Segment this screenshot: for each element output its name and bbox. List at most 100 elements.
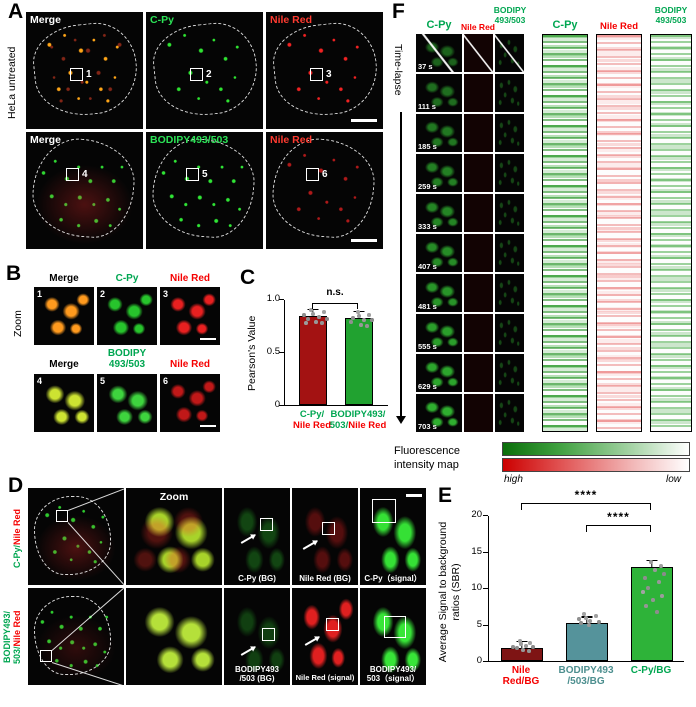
f-nile-frame [464,74,493,112]
scatter-points [357,314,361,318]
f-map-header-bodipy-line1: BODIPY [654,5,688,15]
bar-nilered-bg [501,647,543,661]
micrograph-a5-bodipy: BODIPY493/503 5 [146,132,263,249]
scatter-points [519,642,523,646]
e-xlabel1-line2: Red/BG [502,676,540,688]
f-bodipy-frame [495,154,524,192]
e-xlabel1-line1: Nile [511,665,531,676]
f-col-header-bodipy-line2: 493/503 [494,14,526,25]
e-xlabel-bodipy: BODIPY493/503/BG [554,665,618,687]
c-xlabel2-red: Nile Red [348,419,387,431]
cells-layer [416,154,462,192]
f-cpy-frame: 481 s [416,274,462,312]
cells-layer [416,314,462,352]
roi-box [56,510,68,522]
panel-d-row2-label: BODIPY493/ 503/Nile Red [2,592,22,682]
noise-layer [464,314,493,352]
e-tickmark [483,515,488,517]
cells-layer [416,194,462,232]
intensity-map-bodipy [650,34,692,432]
noise-layer [495,234,524,272]
panel-d-tag: D [8,474,24,497]
bar-bodipy-bg [566,623,608,661]
fold-mark [495,34,524,72]
time-label: 481 s [418,302,437,311]
micrograph-a3-nilered: Nile Red 3 [266,12,383,129]
f-nile-frame [464,114,493,152]
channel-title: Merge [30,14,61,26]
roi-number: 3 [326,69,332,80]
e-ytick-10: 10 [471,582,482,593]
blobs-layer [34,374,94,432]
f-bodipy-frame [495,394,524,432]
f-nile-frame [464,394,493,432]
f-nile-frame [464,194,493,232]
noise-layer [495,394,524,432]
c-xlabel2-green1: BODIPY493/ [330,409,386,420]
panel-e-tag: E [438,484,453,507]
e-xlabel-nilered: Nile Red/BG [489,665,553,687]
time-label: 703 s [418,422,437,431]
colorbar-legend-line2: intensity map [394,459,459,472]
c-xlabel1-green: C-Py/ [299,409,325,420]
f-nile-frame [464,154,493,192]
e-ytick-0: 0 [476,655,482,666]
roi-box [186,168,199,181]
panel-d-row1-label: C-Py/Nile Red [12,494,22,582]
channel-title: BODIPY493/503 [150,134,229,146]
panel-f-tag: F [392,0,405,23]
zoom-b1-merge: 1 [34,287,94,345]
f-nile-frame [464,354,493,392]
cells-layer [416,354,462,392]
cells-layer [360,588,426,685]
cells-layer [416,274,462,312]
f-col-header-cpy: C-Py [426,19,452,31]
e-xlabel2-line2: /503/BG [567,676,605,688]
zoom-b3-nilered: 3 [160,287,220,345]
d-nilered-signal: Nile Red (signal) [292,588,358,685]
b-header-bodipy-line1: BODIPY [107,348,147,359]
roi-number: 5 [100,376,106,386]
noise-layer [495,274,524,312]
sbr-ylabel-line1: Average Signal to background [437,521,449,663]
image-caption: C-Py (BG) [238,573,276,583]
noise-layer [495,114,524,152]
micrograph-a1-merge: Merge 1 [26,12,143,129]
f-col-header-bodipy: BODIPY 493/503 [488,5,532,26]
cells-layer [126,588,222,685]
roi-number: 6 [163,376,169,386]
roi-box [40,650,52,662]
image-caption: C-Py（signal） [364,573,422,583]
blobs-layer [160,374,220,432]
micrograph-a6-nilered: Nile Red 6 [266,132,383,249]
c-xlabel2-green2: 503/ [329,419,349,431]
e-xlabel-cpy: C-Py/BG [630,665,672,676]
panel-a-side-label: HeLa untreated [6,46,18,120]
roi-box [306,168,319,181]
noise-layer [495,314,524,352]
roi-number: 6 [322,169,328,180]
cells-layer [416,234,462,272]
cell-outline [33,495,111,576]
panel-b-side-label: Zoom [12,310,24,338]
noise-layer [464,154,493,192]
noise-layer [464,354,493,392]
channel-title: Merge [30,134,61,146]
micrograph-a4-merge: Merge 4 [26,132,143,249]
d-overview-bodipy-nilered [28,588,124,685]
image-caption: BODIPY493/503 (BG) [224,665,290,683]
f-cpy-frame: 555 s [416,314,462,352]
d-bodipy-bg: BODIPY493/503 (BG) [224,588,290,685]
green-colorbar [502,442,690,456]
pearsons-plot [284,300,388,406]
c-ytick-0: 0 [274,399,280,410]
dots-layer [266,12,383,129]
roi-number: 4 [82,169,88,180]
c-tickmark [279,299,284,301]
zoom-b6-nilered: 6 [160,374,220,432]
scatter-points [649,560,653,564]
blobs-layer [97,374,157,432]
colorbar-legend-line1: Fluorescence [394,445,461,457]
f-map-header-cpy: C-Py [552,19,578,31]
scale-bar [351,239,377,242]
